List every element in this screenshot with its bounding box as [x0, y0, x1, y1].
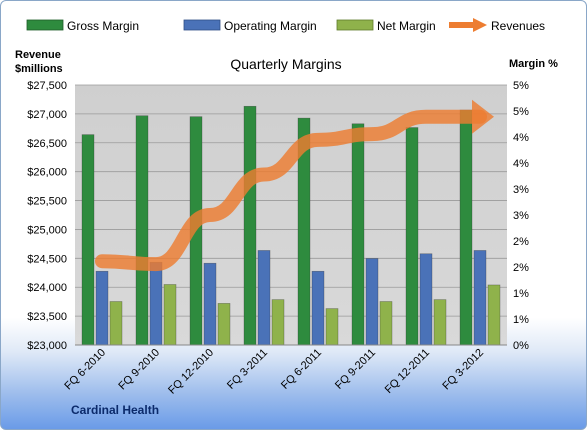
legend-swatch-gross-margin	[26, 19, 64, 31]
bar-net-margin	[217, 303, 231, 346]
left-axis-ticks: $27,500 $27,000 $26,500 $26,000 $25,500 $25,0…	[27, 80, 67, 352]
right-tick-label: 5%	[513, 106, 529, 118]
bar-operating-margin	[419, 253, 433, 346]
right-tick-label: 3%	[513, 210, 529, 222]
legend-swatch-net-margin	[336, 19, 374, 31]
bar-gross-margin	[81, 134, 95, 346]
bar-net-margin	[271, 299, 285, 346]
revenue-line	[95, 99, 494, 272]
legend-swatch-revenues	[449, 18, 487, 32]
bar-net-margin	[163, 284, 177, 346]
legend-label-operating-margin: Operating Margin	[224, 19, 317, 33]
revenue-line-path	[95, 109, 487, 272]
left-tick-label: $26,500	[27, 138, 67, 150]
x-tick-label: FQ 3-2012	[440, 347, 486, 393]
right-tick-label: 2%	[513, 262, 529, 274]
bar-operating-margin	[311, 270, 325, 346]
x-axis-ticks: FQ 6-2010 FQ 9-2010 FQ 12-2010 FQ 3-2011 FQ …	[62, 347, 486, 397]
bar-net-margin	[487, 284, 501, 346]
x-tick-label: FQ 12-2011	[383, 347, 432, 396]
bar-operating-margin	[473, 250, 487, 346]
legend-label-net-margin: Net Margin	[377, 19, 436, 33]
bar-gross-margin	[135, 115, 149, 346]
right-tick-label: 4%	[513, 158, 529, 170]
left-axis-title-line1: Revenue	[15, 49, 61, 61]
chart-title: Quarterly Margins	[230, 56, 341, 72]
left-tick-label: $27,500	[27, 80, 67, 92]
x-tick-label: FQ 12-2010	[166, 347, 216, 397]
bar-gross-margin	[459, 109, 473, 346]
right-axis-title: Margin %	[509, 58, 558, 70]
bar-gross-margin	[243, 105, 257, 346]
bar-net-margin	[379, 301, 393, 346]
legend-swatch-operating-margin	[183, 19, 221, 31]
bar-net-margin	[109, 301, 123, 346]
x-tick-label: FQ 6-2010	[62, 347, 108, 393]
legend: Gross Margin Operating Margin Net Margin…	[26, 18, 545, 33]
left-tick-label: $23,500	[27, 311, 67, 323]
bar-operating-margin	[95, 270, 109, 346]
x-tick-label: FQ 3-2011	[225, 347, 270, 392]
right-tick-label: 2%	[513, 236, 529, 248]
right-tick-label: 1%	[513, 288, 529, 300]
right-tick-label: 4%	[513, 132, 529, 144]
legend-label-gross-margin: Gross Margin	[67, 19, 139, 33]
bar-operating-margin	[257, 250, 271, 346]
x-tick-label: FQ 9-2011	[333, 347, 378, 392]
left-tick-label: $27,000	[27, 109, 67, 121]
bar-net-margin	[325, 308, 339, 346]
bar-gross-margin	[351, 123, 365, 346]
left-tick-label: $23,000	[27, 340, 67, 352]
left-tick-label: $26,000	[27, 167, 67, 179]
right-axis-ticks: 5% 5% 4% 4% 3% 3% 2% 2% 1% 1% 0%	[513, 80, 529, 352]
footer-company: Cardinal Health	[71, 403, 159, 417]
left-tick-label: $25,500	[27, 196, 67, 208]
left-tick-label: $24,000	[27, 282, 67, 294]
bar-operating-margin	[203, 262, 217, 346]
x-tick-label: FQ 9-2010	[116, 347, 162, 393]
plot-area	[75, 84, 507, 346]
right-tick-label: 3%	[513, 184, 529, 196]
revenue-line-arrowhead	[472, 99, 494, 134]
left-axis-title-line2: $millions	[15, 63, 63, 75]
x-tick-label: FQ 6-2011	[279, 347, 324, 392]
bar-operating-margin	[365, 258, 379, 346]
left-tick-label: $25,000	[27, 224, 67, 236]
legend-label-revenues: Revenues	[491, 19, 545, 33]
bar-gross-margin	[405, 127, 419, 346]
right-tick-label: 5%	[513, 80, 529, 92]
bar-operating-margin	[149, 261, 163, 346]
right-tick-label: 0%	[513, 340, 529, 352]
right-tick-label: 1%	[513, 314, 529, 326]
left-tick-label: $24,500	[27, 253, 67, 265]
bar-net-margin	[433, 299, 447, 346]
